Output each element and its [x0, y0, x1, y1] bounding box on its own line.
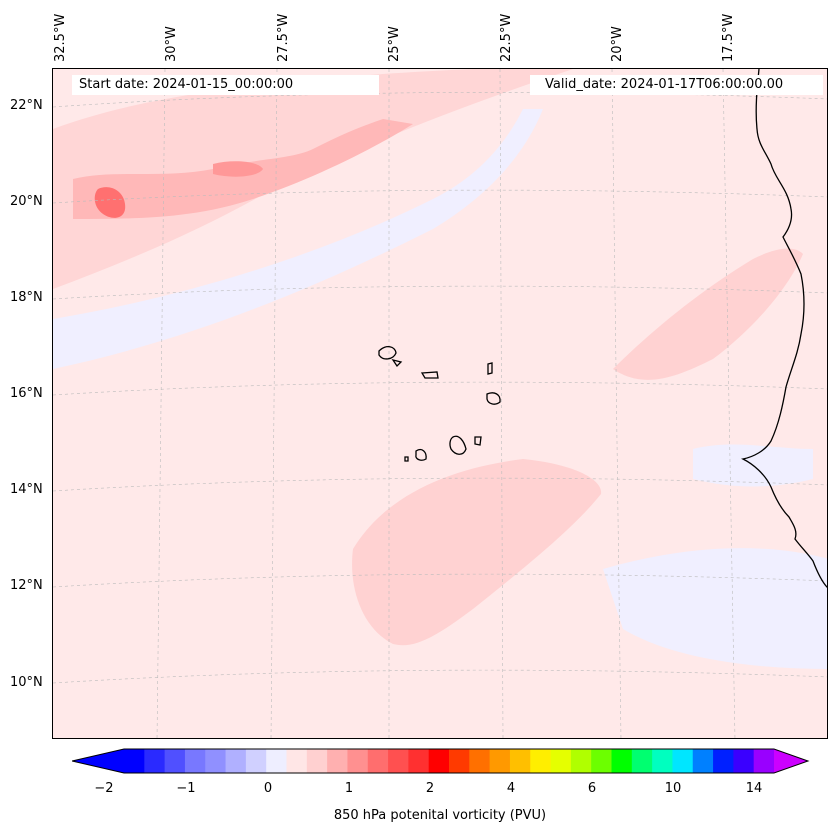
- lat-label: 20°N: [10, 194, 43, 209]
- colorbar-swatch: [550, 749, 572, 773]
- colorbar-swatch: [449, 749, 470, 773]
- lon-label: 20°W: [610, 26, 625, 62]
- pv-contour-positive: [613, 248, 803, 380]
- lon-label: 30°W: [164, 26, 179, 62]
- colorbar-swatch: [205, 749, 227, 773]
- colorbar-swatch: [672, 749, 694, 773]
- pv-contour-strong: [94, 187, 126, 218]
- colorbar-tick-label: −1: [176, 781, 196, 796]
- colorbar-swatch: [245, 749, 267, 773]
- colorbar-swatch: [428, 749, 450, 773]
- colorbar-outline: [72, 748, 810, 774]
- colorbar-tick-label: 1: [344, 781, 354, 796]
- colorbar-swatch: [591, 749, 612, 773]
- lat-label: 14°N: [10, 482, 43, 497]
- colorbar-swatch: [367, 749, 389, 773]
- pv-contour-negative: [603, 548, 827, 669]
- lon-label: 17.5°W: [721, 13, 736, 62]
- map-panel: [52, 68, 828, 739]
- pv-contour-negative: [53, 109, 543, 369]
- colorbar-tick-label: 6: [587, 781, 597, 796]
- lon-label: 27.5°W: [276, 13, 291, 62]
- graticule: [53, 69, 827, 738]
- valid-date-label: Valid_date: 2024-01-17T06:00:00.00: [530, 75, 823, 95]
- lat-label: 10°N: [10, 675, 43, 690]
- colorbar-tick-label: −2: [94, 781, 114, 796]
- colorbar: [72, 748, 810, 774]
- colorbar-swatch: [347, 749, 369, 773]
- pv-contour-positive: [53, 69, 573, 289]
- colorbar-swatch: [306, 749, 328, 773]
- lat-label: 22°N: [10, 98, 43, 113]
- colorbar-swatch: [144, 749, 166, 773]
- colorbar-swatch: [124, 749, 145, 773]
- colorbar-swatch: [408, 749, 430, 773]
- lon-label: 32.5°W: [53, 13, 68, 62]
- colorbar-swatch: [692, 749, 714, 773]
- colorbar-swatch: [327, 749, 348, 773]
- colorbar-over-extension: [774, 749, 808, 773]
- colorbar-swatch: [388, 749, 409, 773]
- colorbar-swatch: [631, 749, 653, 773]
- colorbar-swatch: [225, 749, 247, 773]
- colorbar-tick-label: 14: [745, 781, 763, 796]
- colorbar-swatch: [611, 749, 633, 773]
- colorbar-swatch: [184, 749, 206, 773]
- colorbar-swatch: [652, 749, 673, 773]
- cape-verde-islands: [378, 346, 501, 462]
- lon-label: 25°W: [387, 26, 402, 62]
- colorbar-swatch: [469, 749, 491, 773]
- colorbar-swatch: [489, 749, 511, 773]
- colorbar-swatch: [733, 749, 755, 773]
- colorbar-tick-label: 0: [263, 781, 273, 796]
- colorbar-title: 850 hPa potenital vorticity (PVU): [333, 808, 547, 823]
- colorbar-swatch: [266, 749, 287, 773]
- pv-contour-strong: [213, 161, 263, 177]
- map-canvas: [53, 69, 827, 738]
- colorbar-swatch: [753, 749, 775, 773]
- lat-label: 16°N: [10, 386, 43, 401]
- colorbar-tick-label: 4: [506, 781, 516, 796]
- coastline-africa: [741, 69, 827, 588]
- colorbar-tick-label: 10: [664, 781, 682, 796]
- lat-label: 18°N: [10, 290, 43, 305]
- colorbar-swatch: [164, 749, 186, 773]
- colorbar-tick-label: 2: [425, 781, 435, 796]
- colorbar-swatch: [530, 749, 552, 773]
- colorbar-under-extension: [72, 749, 124, 773]
- colorbar-swatch: [570, 749, 592, 773]
- lon-label: 22.5°W: [499, 13, 514, 62]
- lat-label: 12°N: [10, 578, 43, 593]
- pv-contour-positive: [352, 459, 602, 646]
- colorbar-swatch: [286, 749, 308, 773]
- colorbar-swatch: [509, 749, 531, 773]
- start-date-label: Start date: 2024-01-15_00:00:00: [72, 75, 379, 95]
- colorbar-swatch: [713, 749, 734, 773]
